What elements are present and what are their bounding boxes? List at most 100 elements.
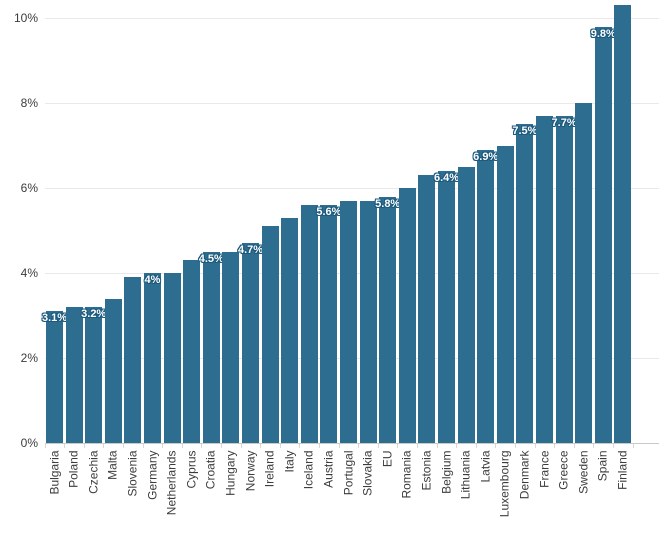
x-axis-tick [299, 444, 301, 448]
bar-cyprus[interactable] [183, 260, 201, 443]
x-axis-category-label: Bulgaria [47, 450, 61, 495]
x-axis-category-label: Italy [282, 450, 297, 473]
x-axis-tick [475, 444, 477, 448]
bar-ireland[interactable] [261, 226, 279, 443]
bar-belgium[interactable] [438, 171, 455, 443]
y-axis-tick-label: 10% [13, 11, 38, 25]
bar-netherlands[interactable] [163, 273, 181, 443]
x-axis-line [45, 443, 659, 444]
x-axis-category-label: Netherlands [164, 450, 179, 516]
x-axis-category-label: Croatia [203, 450, 218, 490]
x-axis-category-label: Austria [321, 450, 336, 488]
bar-value-label: 4.7% [237, 244, 264, 257]
x-axis-tick [103, 444, 105, 448]
bar-estonia[interactable] [418, 175, 436, 443]
bar-norway[interactable] [242, 243, 259, 443]
x-axis-tick [279, 444, 281, 448]
x-axis-category-label: Belgium [439, 450, 453, 494]
bar-value-label: 4% [144, 274, 161, 286]
x-axis-category-label: Malta [105, 450, 120, 480]
x-axis-tick [554, 444, 556, 448]
x-axis-category-label: Hungary [223, 450, 238, 496]
x-axis-tick [612, 444, 614, 448]
x-axis-tick [220, 444, 222, 448]
y-axis-tick-label: 8% [20, 96, 38, 110]
x-axis-tick [436, 444, 438, 448]
y-axis-tick-label: 6% [20, 181, 38, 195]
bar-denmark[interactable] [516, 124, 534, 443]
bar-value-label: 6.4% [433, 172, 460, 184]
x-axis-tick [122, 444, 124, 448]
bar-value-label: 7.5% [512, 125, 538, 138]
y-axis-tick-label: 0% [20, 436, 38, 450]
x-axis-category-label: Poland [66, 450, 81, 488]
bar-finland[interactable] [614, 5, 632, 443]
x-axis-category-label: Romania [399, 450, 414, 499]
x-axis-tick [358, 444, 360, 448]
x-axis-tick [64, 444, 66, 448]
bar-austria[interactable] [320, 205, 338, 443]
bar-romania[interactable] [398, 188, 416, 443]
x-axis-tick [593, 444, 595, 448]
x-axis-tick [318, 444, 320, 448]
x-axis-tick [142, 444, 144, 448]
bar-slovenia[interactable] [124, 277, 142, 443]
gridline [45, 18, 659, 19]
bar-sweden[interactable] [575, 103, 593, 443]
x-axis-tick [534, 444, 536, 448]
gridline [45, 103, 659, 104]
x-axis-category-label: Norway [243, 450, 257, 492]
x-axis-tick [338, 444, 340, 448]
x-axis-tick [162, 444, 164, 448]
x-axis-tick [260, 444, 262, 448]
bar-malta[interactable] [104, 298, 122, 443]
x-axis-category-label: Sweden [576, 450, 591, 494]
bar-poland[interactable] [65, 307, 83, 443]
x-axis-tick [456, 444, 458, 448]
bar-iceland[interactable] [300, 205, 318, 443]
bar-hungary[interactable] [222, 251, 240, 443]
x-axis-tick [573, 444, 575, 448]
x-axis-tick [181, 444, 183, 448]
bar-value-label: 9.8% [590, 27, 616, 40]
x-axis-tick [44, 444, 46, 448]
x-axis-tick [514, 444, 516, 448]
x-axis-tick [632, 444, 634, 448]
bar-slovakia[interactable] [359, 200, 377, 443]
y-axis-tick-label: 4% [20, 266, 38, 280]
x-axis-category-label: Spain [595, 450, 610, 482]
x-axis-category-label: Slovakia [360, 450, 375, 496]
y-axis-tick-label: 2% [20, 351, 38, 365]
x-axis-category-label: Latvia [478, 450, 493, 483]
x-axis-tick [495, 444, 497, 448]
x-axis-category-label: Portugal [341, 450, 355, 496]
x-axis-category-label: Cyprus [184, 450, 199, 489]
bar-lithuania[interactable] [457, 166, 475, 443]
x-axis-category-label: Luxembourg [497, 450, 512, 518]
x-axis-category-label: Finland [615, 450, 630, 490]
x-axis-category-label: Germany [145, 450, 159, 500]
bar-luxembourg[interactable] [496, 145, 514, 443]
bar-latvia[interactable] [477, 149, 495, 443]
x-axis-tick [240, 444, 242, 448]
bar-bulgaria[interactable] [46, 311, 63, 443]
bar-portugal[interactable] [340, 200, 357, 443]
bar-germany[interactable] [144, 273, 161, 443]
bar-spain[interactable] [594, 26, 612, 443]
bar-value-label: 7.7% [551, 116, 577, 129]
x-axis-category-label: Lithuania [458, 450, 473, 500]
bar-croatia[interactable] [202, 251, 220, 443]
bar-greece[interactable] [555, 115, 573, 443]
x-axis-category-label: EU [380, 450, 395, 468]
bar-czechia[interactable] [85, 307, 103, 443]
x-axis-category-label: Czechia [86, 450, 101, 494]
x-axis-category-label: Ireland [262, 450, 277, 488]
x-axis-category-label: Estonia [419, 450, 434, 491]
gridline [45, 188, 659, 189]
x-axis-category-label: France [537, 450, 551, 488]
bar-eu[interactable] [379, 196, 397, 443]
bar-france[interactable] [536, 115, 553, 443]
x-axis-category-label: Greece [556, 450, 571, 490]
bar-italy[interactable] [281, 217, 299, 443]
